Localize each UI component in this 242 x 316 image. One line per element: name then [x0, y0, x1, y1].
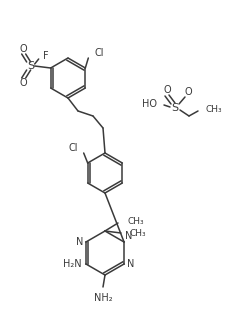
Text: S: S	[171, 103, 179, 113]
Text: HO: HO	[142, 99, 157, 109]
Text: CH₃: CH₃	[130, 229, 147, 239]
Text: S: S	[27, 61, 34, 71]
Text: O: O	[163, 85, 171, 95]
Text: O: O	[20, 78, 28, 88]
Text: O: O	[184, 87, 192, 97]
Text: N: N	[127, 259, 134, 269]
Text: F: F	[43, 51, 48, 61]
Text: NH₂: NH₂	[94, 293, 112, 303]
Text: N: N	[76, 237, 83, 247]
Text: Cl: Cl	[94, 48, 104, 58]
Text: CH₃: CH₃	[127, 217, 144, 227]
Text: O: O	[20, 44, 28, 54]
Text: N: N	[125, 231, 132, 241]
Text: Cl: Cl	[68, 143, 78, 153]
Text: H₂N: H₂N	[63, 259, 82, 269]
Text: CH₃: CH₃	[205, 106, 222, 114]
